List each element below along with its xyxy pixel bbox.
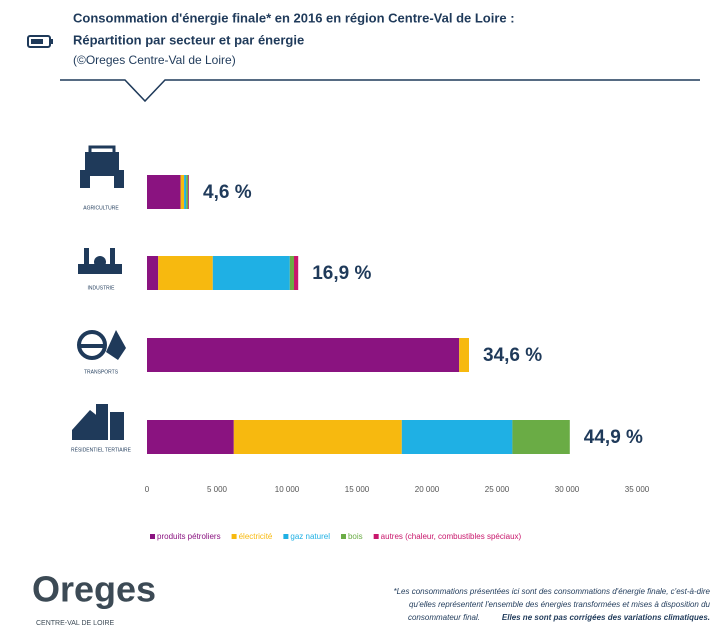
bar-segment xyxy=(233,420,402,454)
bar-segment xyxy=(184,175,187,209)
tractor-icon xyxy=(80,145,124,188)
legend-label: électricité xyxy=(239,532,273,541)
bar-segment xyxy=(180,175,185,209)
legend-label: autres (chaleur, combustibles spéciaux) xyxy=(381,532,522,541)
category-label: INDUSTRIE xyxy=(88,285,116,291)
legend-swatch xyxy=(283,534,289,539)
legend-swatch xyxy=(373,534,379,539)
bar-segment xyxy=(459,338,469,372)
bar-segment xyxy=(188,175,189,209)
bar-segment xyxy=(512,420,570,454)
sector-icons xyxy=(72,145,126,440)
legend-swatch xyxy=(340,534,346,539)
share-label: 44,9 % xyxy=(584,427,643,448)
bar-segment xyxy=(147,175,181,209)
category-label: RÉSIDENTIEL TERTIAIRE xyxy=(71,446,132,453)
battery-icon-fill xyxy=(31,39,43,44)
share-label: 16,9 % xyxy=(312,263,371,284)
bar-segment xyxy=(147,338,460,372)
logo: Oreges xyxy=(32,569,156,610)
category-label: TRANSPORTS xyxy=(84,369,119,375)
x-tick-label: 35 000 xyxy=(625,485,650,494)
chart-subtitle: Répartition par secteur et par énergie xyxy=(73,32,304,47)
steering-icon xyxy=(77,330,126,360)
legend-swatch xyxy=(231,534,237,539)
legend-label: gaz naturel xyxy=(290,532,330,541)
footnote-bold: Elles ne sont pas corrigées des variatio… xyxy=(502,613,710,622)
legend-swatch xyxy=(150,534,155,539)
bar-segment xyxy=(212,256,290,290)
bar-segment xyxy=(294,256,299,290)
bar-segment xyxy=(401,420,513,454)
buildings-icon xyxy=(72,404,124,440)
bar-segment xyxy=(147,256,159,290)
x-tick-label: 25 000 xyxy=(485,485,510,494)
share-label: 34,6 % xyxy=(483,345,542,366)
share-label: 4,6 % xyxy=(203,182,252,203)
x-tick-label: 10 000 xyxy=(275,485,300,494)
bar-segment xyxy=(147,420,234,454)
footnote-line: *Les consommations présentées ici sont d… xyxy=(393,587,710,596)
x-tick-label: 30 000 xyxy=(555,485,580,494)
legend-label: bois xyxy=(348,532,363,541)
category-label: AGRICULTURE xyxy=(83,205,119,211)
logo-subtitle: CENTRE-VAL DE LOIRE xyxy=(36,620,115,627)
battery-icon-tip xyxy=(50,39,53,44)
chart-source: (©Oreges Centre-Val de Loire) xyxy=(73,53,236,67)
legend-label: produits pétroliers xyxy=(157,532,221,541)
factory-icon xyxy=(78,248,122,274)
footnote-line: consommateur final. xyxy=(408,613,480,622)
x-tick-label: 5 000 xyxy=(207,485,228,494)
bar-segment xyxy=(158,256,213,290)
header-divider xyxy=(60,79,700,103)
bar-segment xyxy=(289,256,294,290)
footnote-line: qu'elles représentent l'ensemble des éne… xyxy=(409,600,711,609)
x-tick-label: 15 000 xyxy=(345,485,370,494)
x-tick-label: 0 xyxy=(145,485,150,494)
bar-segment xyxy=(186,175,189,209)
chart-title: Consommation d'énergie finale* en 2016 e… xyxy=(73,10,515,25)
x-tick-label: 20 000 xyxy=(415,485,440,494)
